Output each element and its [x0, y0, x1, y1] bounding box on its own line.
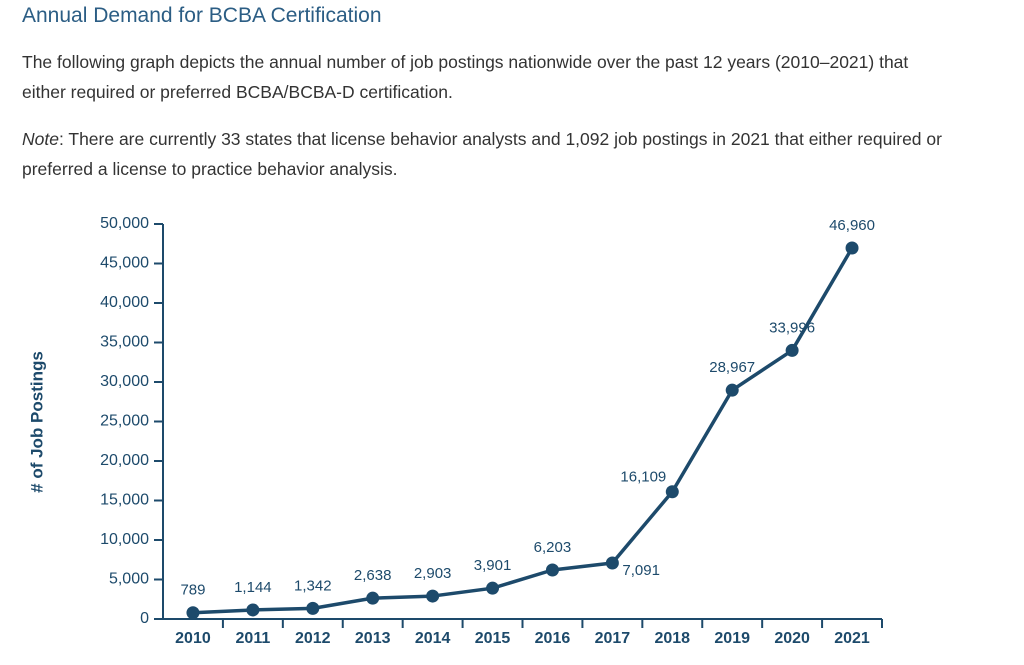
data-point: [605, 556, 619, 570]
x-tick-label: 2015: [475, 630, 511, 647]
y-tick-label: 20,000: [100, 452, 149, 469]
data-point: [426, 589, 440, 603]
value-label: 6,203: [534, 539, 572, 556]
value-label: 16,109: [620, 469, 666, 486]
data-point: [486, 581, 500, 595]
y-tick-label: 40,000: [100, 294, 149, 311]
page-title: Annual Demand for BCBA Certification: [22, 4, 382, 27]
x-tick-label: 2013: [355, 630, 391, 647]
x-tick-label: 2018: [654, 630, 690, 647]
value-label: 46,960: [829, 217, 875, 234]
intro-text: The following graph depicts the annual n…: [22, 52, 909, 102]
data-point: [186, 606, 200, 620]
value-label: 3,901: [474, 557, 512, 574]
x-tick-label: 2019: [714, 630, 750, 647]
y-tick-label: 50,000: [100, 215, 149, 232]
x-tick-label: 2017: [595, 630, 631, 647]
data-point: [306, 601, 320, 615]
x-tick-label: 2012: [295, 630, 331, 647]
data-point: [725, 383, 739, 397]
data-point: [246, 603, 260, 617]
value-label: 7,091: [622, 562, 660, 579]
data-point: [366, 591, 380, 605]
data-point: [545, 563, 559, 577]
value-label: 2,903: [414, 565, 452, 582]
y-tick-label: 35,000: [100, 334, 149, 351]
value-label: 2,638: [354, 567, 392, 584]
data-point: [665, 485, 679, 499]
x-tick-label: 2020: [774, 630, 810, 647]
note-label: Note: [22, 129, 59, 149]
value-label: 1,342: [294, 577, 332, 594]
data-point: [785, 343, 799, 357]
x-tick-label: 2011: [236, 630, 271, 647]
note-text: Note: There are currently 33 states that…: [22, 124, 942, 184]
y-axis-label: # of Job Postings: [27, 351, 46, 493]
x-tick-label: 2010: [175, 630, 211, 647]
data-point: [845, 241, 859, 255]
y-tick-label: 25,000: [100, 413, 149, 430]
value-label: 1,144: [234, 579, 272, 596]
y-tick-label: 15,000: [100, 492, 149, 509]
y-tick-label: 10,000: [100, 531, 149, 548]
x-tick-label: 2014: [415, 630, 451, 647]
value-label: 789: [180, 582, 205, 599]
value-label: 28,967: [709, 359, 755, 376]
note-body: : There are currently 33 states that lic…: [22, 129, 942, 179]
data-line: [192, 247, 854, 615]
y-tick-label: 0: [140, 610, 149, 627]
x-tick-label: 2021: [834, 630, 870, 647]
value-label: 33,996: [769, 319, 815, 336]
y-tick-label: 30,000: [100, 373, 149, 390]
y-tick-label: 5,000: [109, 571, 149, 588]
y-tick-label: 45,000: [100, 255, 149, 272]
x-tick-label: 2016: [535, 630, 571, 647]
